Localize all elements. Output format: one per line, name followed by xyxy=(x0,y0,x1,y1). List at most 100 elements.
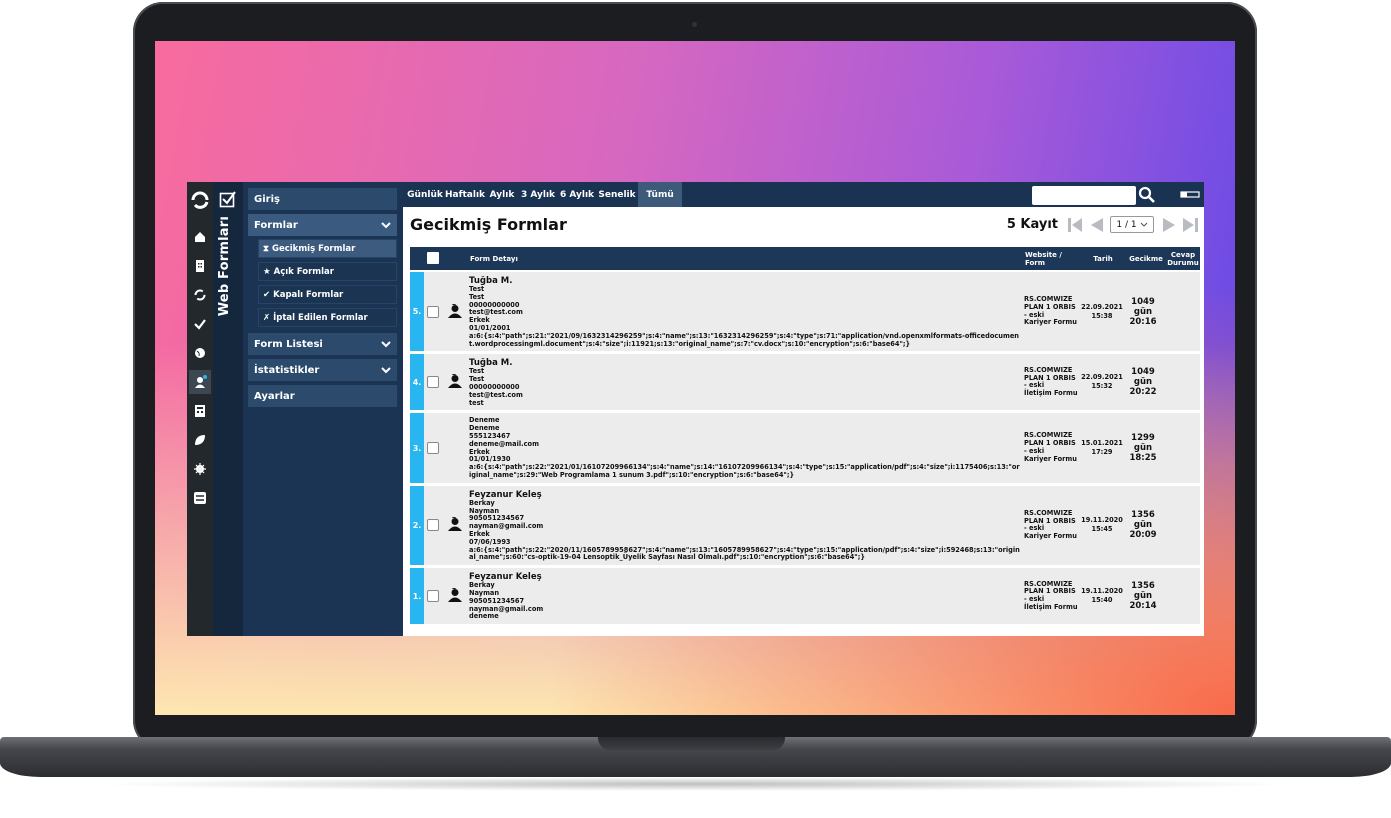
delay-line: 1049 xyxy=(1131,296,1155,307)
row-checkbox[interactable] xyxy=(427,519,439,532)
pager-prev[interactable] xyxy=(1067,217,1107,234)
website-line: - eski xyxy=(1024,447,1045,456)
submenu-icon: ⧗ xyxy=(263,243,269,254)
page-select[interactable]: 1 / 1 xyxy=(1110,216,1154,233)
period-tab[interactable]: 6 Aylık xyxy=(559,189,595,200)
submitter-name: Feyzanur Keleş xyxy=(469,572,542,583)
form-row[interactable]: 2. Feyzanur Keleş Berkay Nayman 905051234567… xyxy=(410,485,1200,566)
detail-line: 905051234567 xyxy=(469,514,525,523)
row-index: 4. xyxy=(410,354,424,411)
person-icon xyxy=(448,588,462,603)
period-tab[interactable]: Senelik xyxy=(598,189,636,200)
website-line: Kariyer Formu xyxy=(1024,318,1077,327)
row-checkbox[interactable] xyxy=(427,590,439,603)
submenu-item[interactable]: ✗ İptal Edilen Formlar xyxy=(258,308,397,327)
sync-icon[interactable] xyxy=(189,283,211,307)
delay-line: 1049 xyxy=(1131,367,1155,378)
chevron xyxy=(381,367,391,374)
submenu-item[interactable]: ✔ Kapalı Formlar xyxy=(258,285,397,304)
delay: 1356 gün 20:14 xyxy=(1123,568,1163,624)
person-icon xyxy=(448,517,462,532)
website-form: RS.COMWIZE PLAN 1 ORBIS - eski Kariyer Form… xyxy=(1024,272,1080,351)
website-line: PLAN 1 ORBIS xyxy=(1024,373,1076,382)
detail-line: Erkek xyxy=(469,316,490,325)
form-row[interactable]: 4. Tuğba M. Test Test 00000000000 test@test.c… xyxy=(410,354,1200,411)
camera xyxy=(692,22,697,27)
menu-item[interactable]: Giriş xyxy=(248,188,397,210)
home-icon[interactable] xyxy=(189,225,211,249)
menu-item[interactable]: Formlar xyxy=(248,214,397,236)
pager-next[interactable] xyxy=(1161,217,1201,234)
detail-line: nayman@gmail.com xyxy=(469,604,544,613)
website-line: PLAN 1 ORBIS xyxy=(1024,439,1076,448)
column-header: Cevap Durumu xyxy=(1167,250,1199,267)
website-line: - eski xyxy=(1024,310,1045,319)
period-tab[interactable]: 3 Aylık xyxy=(520,189,556,200)
delay-line: gün xyxy=(1133,443,1153,454)
date-line: 15:38 xyxy=(1091,311,1113,320)
form-row[interactable]: 5. Tuğba M. Test Test 00000000000 test@test.c… xyxy=(410,272,1200,352)
delay-line: 1356 xyxy=(1131,510,1155,521)
detail-line: Erkek xyxy=(469,529,490,538)
row-checkbox[interactable] xyxy=(427,376,439,389)
menu-label: Form Listesi xyxy=(254,338,323,350)
row-checkbox[interactable] xyxy=(427,305,439,318)
submenu-item[interactable]: ★ Açık Formlar xyxy=(258,262,397,281)
form-detail: Tuğba M. Test Test 00000000000 test@test.com… xyxy=(469,354,1021,410)
toggle-button[interactable] xyxy=(1180,189,1200,200)
user-icon[interactable] xyxy=(189,370,211,394)
submenu-item[interactable]: ⧗ Gecikmiş Formlar xyxy=(258,239,397,258)
website-form: RS.COMWIZE PLAN 1 ORBIS - eski İletişim For… xyxy=(1024,354,1080,410)
detail-line: nayman@gmail.com xyxy=(469,522,544,531)
row-index: 1. xyxy=(410,568,424,625)
website-form: RS.COMWIZE PLAN 1 ORBIS - eski Kariyer Form… xyxy=(1024,413,1080,482)
leaf-icon[interactable] xyxy=(189,428,211,452)
delay-line: 1299 xyxy=(1131,433,1155,444)
building-icon[interactable] xyxy=(189,254,211,278)
detail-line: test xyxy=(469,398,484,407)
detail-line: Test xyxy=(469,292,485,301)
detail-line: a:6:{s:4:"path";s:21:"2021/09/1632314296… xyxy=(469,331,1020,348)
row-checkbox[interactable] xyxy=(427,442,439,455)
website-line: RS.COMWIZE xyxy=(1024,295,1073,304)
submission-date: 22.09.2021 15:38 xyxy=(1081,272,1123,351)
search-input[interactable] xyxy=(1032,186,1136,205)
date-line: 15:40 xyxy=(1091,596,1113,605)
list-icon[interactable] xyxy=(189,486,211,510)
form-row[interactable]: 1. Feyzanur Keleş Berkay Nayman 905051234567… xyxy=(410,568,1200,625)
column-header: Form Detayı xyxy=(470,254,518,263)
date-line: 22.09.2021 xyxy=(1081,302,1123,311)
delay-line: 20:16 xyxy=(1129,316,1157,327)
period-tab[interactable]: Tümü xyxy=(638,182,682,207)
menu-label: Ayarlar xyxy=(254,390,295,402)
website-line: İletişim Formu xyxy=(1024,602,1078,611)
settings-icon[interactable] xyxy=(189,457,211,481)
period-tab[interactable]: Aylık xyxy=(489,189,515,200)
menu-item[interactable]: Form Listesi xyxy=(248,333,397,355)
title-column: Web Formları xyxy=(213,182,243,636)
logo xyxy=(191,191,209,209)
website-line: - eski xyxy=(1024,524,1045,533)
select-all-checkbox[interactable] xyxy=(427,252,439,264)
record-count: 5 Kayıt xyxy=(1006,217,1058,232)
submitter-name: Tuğba M. xyxy=(469,276,513,286)
menu-item[interactable]: Ayarlar xyxy=(248,385,397,407)
person-icon xyxy=(448,374,462,389)
period-tab[interactable]: Haftalık xyxy=(444,189,486,200)
delay-line: 20:09 xyxy=(1129,530,1157,541)
form-detail: Tuğba M. Test Test 00000000000 test@test.com… xyxy=(469,272,1021,351)
check-icon[interactable] xyxy=(189,312,211,336)
table-body: 5. Tuğba M. Test Test 00000000000 test@test.c… xyxy=(410,272,1200,625)
form-row[interactable]: 3. Deneme Deneme 555123467 deneme@mail.com Er… xyxy=(410,413,1200,483)
submenu-label: Açık Formlar xyxy=(273,266,334,277)
calculator-icon[interactable] xyxy=(189,399,211,423)
submenu-icon: ✔ xyxy=(263,289,271,300)
website-line: - eski xyxy=(1024,381,1045,390)
period-tab[interactable]: Günlük xyxy=(407,189,443,200)
globe-icon[interactable] xyxy=(189,341,211,365)
menu-item[interactable]: İstatistikler xyxy=(248,359,397,381)
submission-date: 22.09.2021 15:32 xyxy=(1081,354,1123,410)
search-button[interactable] xyxy=(1138,186,1156,204)
submenu-icon: ✗ xyxy=(263,312,271,323)
delay-line: 18:25 xyxy=(1129,453,1157,464)
